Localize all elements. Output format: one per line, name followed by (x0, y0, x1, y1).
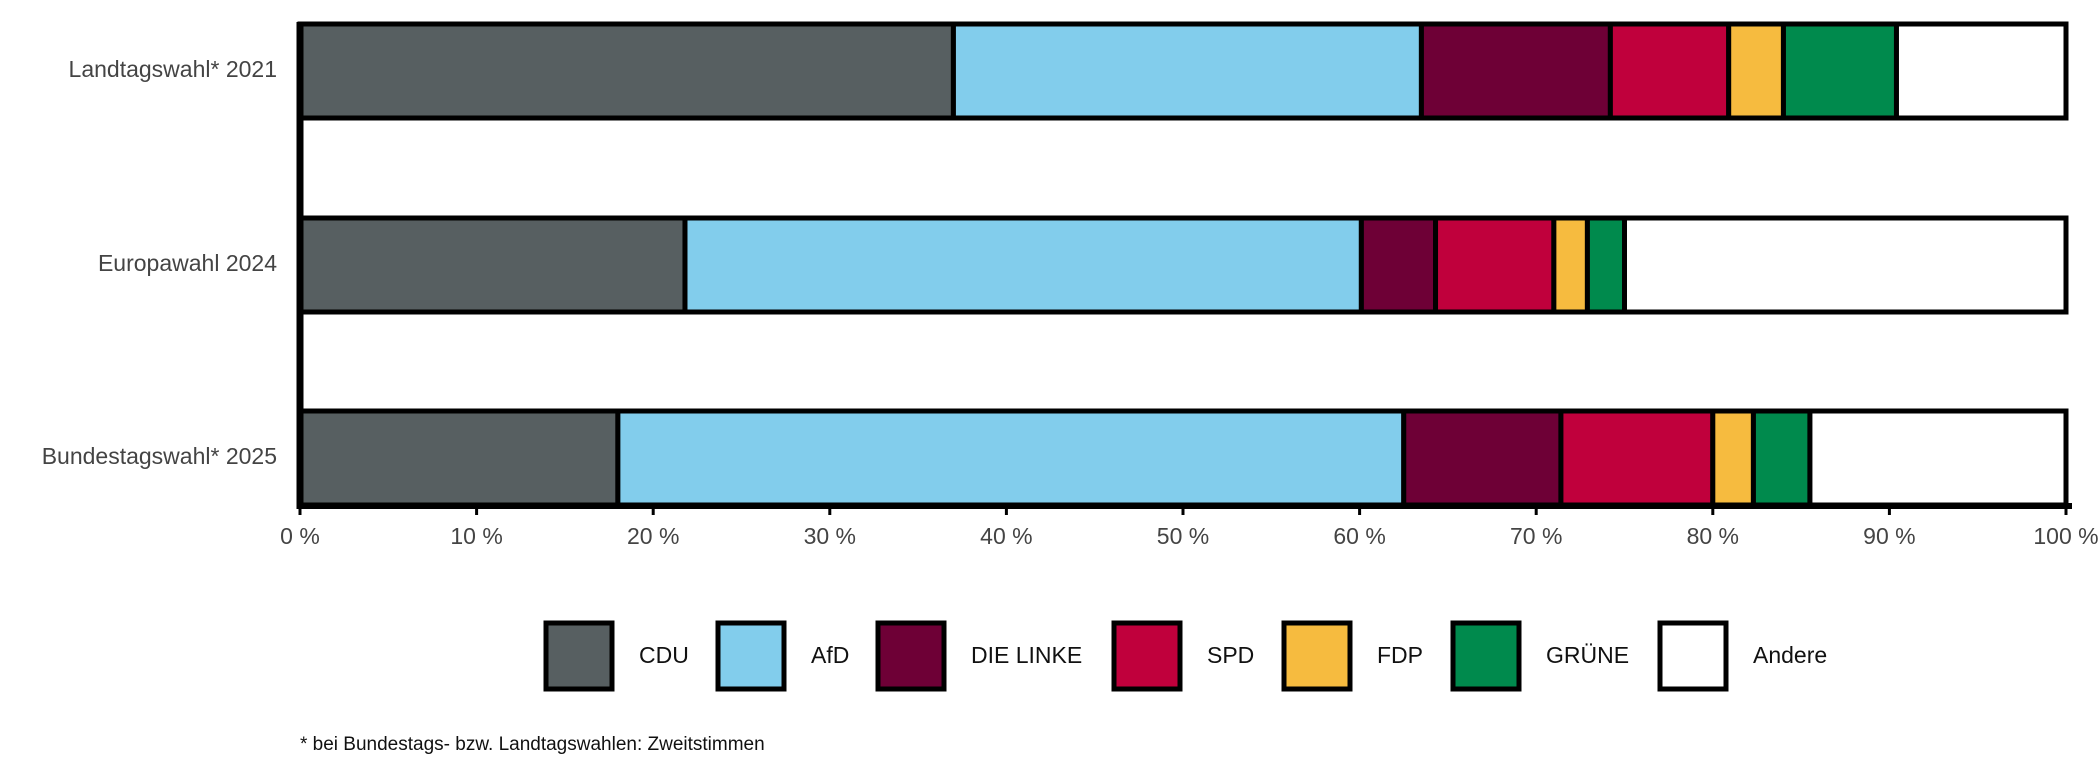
legend-swatch (715, 620, 787, 692)
bar-segment (1418, 21, 1613, 121)
legend-label: DIE LINKE (971, 642, 1082, 668)
bar-segment (1726, 21, 1786, 121)
legend-label: SPD (1207, 642, 1254, 668)
bar-segment (1358, 215, 1439, 315)
bar-segment (1893, 21, 2069, 121)
legend-swatch (1111, 620, 1183, 692)
bar-segment (1558, 408, 1716, 508)
bar-segment (1750, 408, 1813, 508)
x-tick-label: 60 % (1333, 523, 1385, 549)
legend-label: GRÜNE (1546, 642, 1629, 668)
x-tick-label: 10 % (450, 523, 502, 549)
bar-segment (682, 215, 1364, 315)
bar-segment (297, 21, 956, 121)
bar-segment (1622, 215, 2069, 315)
bar-segment (1401, 408, 1564, 508)
legend-label: CDU (639, 642, 689, 668)
legend-swatch (1281, 620, 1353, 692)
bar-segment (1710, 408, 1756, 508)
x-tick-label: 30 % (804, 523, 856, 549)
bar-segment (1780, 21, 1899, 121)
legend-swatch (875, 620, 947, 692)
x-tick-label: 0 % (280, 523, 320, 549)
y-tick-label: Europawahl 2024 (98, 250, 277, 276)
bar-segment (615, 408, 1407, 508)
bar-segment (297, 408, 621, 508)
x-tick-label: 80 % (1687, 523, 1739, 549)
x-tick-label: 40 % (980, 523, 1032, 549)
bar-segment (950, 21, 1424, 121)
legend-label: Andere (1753, 642, 1827, 668)
legend-label: FDP (1377, 642, 1423, 668)
legend-label: AfD (811, 642, 849, 668)
legend-swatch (543, 620, 615, 692)
bar-segment (1433, 215, 1557, 315)
bar-segment (1584, 215, 1627, 315)
legend-swatch (1450, 620, 1522, 692)
x-tick-label: 70 % (1510, 523, 1562, 549)
y-tick-label: Landtagswahl* 2021 (69, 56, 277, 82)
bar-segment (1607, 21, 1732, 121)
bar-segment (1551, 215, 1590, 315)
y-tick-label: Bundestagswahl* 2025 (42, 443, 277, 469)
footnote: * bei Bundestags- bzw. Landtagswahlen: Z… (300, 734, 765, 755)
x-tick-label: 20 % (627, 523, 679, 549)
legend-swatch (1657, 620, 1729, 692)
bar-segment (297, 215, 688, 315)
x-tick-label: 50 % (1157, 523, 1209, 549)
x-tick-label: 90 % (1863, 523, 1915, 549)
x-tick-label: 100 % (2033, 523, 2098, 549)
bar-segment (1807, 408, 2069, 508)
